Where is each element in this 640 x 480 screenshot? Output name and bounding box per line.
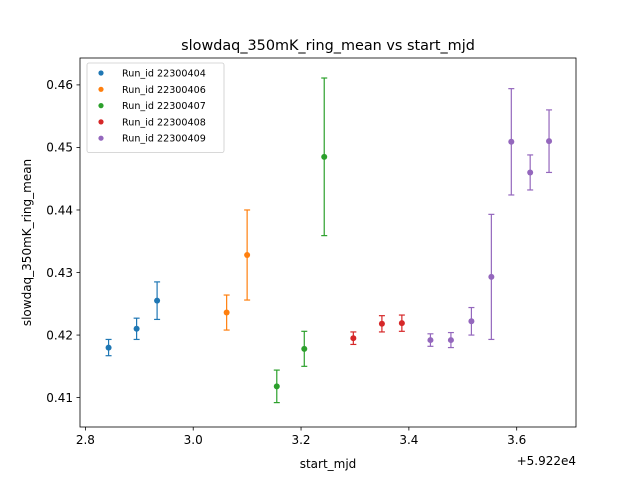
data-point bbox=[427, 333, 434, 347]
legend: Run_id 22300404 Run_id 22300406 Run_id 223… bbox=[86, 62, 225, 153]
marker bbox=[350, 335, 357, 342]
legend-label: Run_id 22300404 bbox=[122, 69, 206, 80]
data-marks bbox=[105, 77, 553, 404]
data-point bbox=[468, 306, 475, 336]
x-tick-label: 2.8 bbox=[76, 433, 95, 447]
legend-entry: Run_id 22300407 bbox=[98, 101, 206, 112]
data-point bbox=[154, 281, 161, 321]
x-axis: 2.8 3.0 3.2 3.4 3.6 bbox=[76, 427, 526, 447]
data-point bbox=[273, 369, 280, 404]
x-tick-label: 3.4 bbox=[399, 433, 418, 447]
y-tick-label: 0.46 bbox=[46, 78, 73, 92]
data-point bbox=[133, 317, 140, 341]
legend-label: Run_id 22300406 bbox=[122, 85, 206, 96]
marker bbox=[508, 138, 515, 145]
x-tick-label: 3.0 bbox=[184, 433, 203, 447]
data-point bbox=[488, 213, 495, 341]
y-tick-label: 0.45 bbox=[46, 141, 73, 155]
marker bbox=[223, 309, 230, 316]
x-tick-label: 3.2 bbox=[291, 433, 310, 447]
legend-marker bbox=[98, 135, 104, 141]
legend-entry: Run_id 22300408 bbox=[98, 117, 206, 128]
data-point bbox=[546, 109, 553, 174]
marker bbox=[321, 153, 328, 160]
plot-frame bbox=[79, 57, 577, 428]
y-tick-label: 0.43 bbox=[46, 266, 73, 280]
legend-entry: Run_id 22300406 bbox=[98, 85, 206, 96]
marker bbox=[468, 318, 475, 325]
marker bbox=[133, 325, 140, 332]
marker bbox=[154, 297, 161, 304]
marker bbox=[546, 138, 553, 145]
data-point bbox=[244, 209, 251, 301]
legend-label: Run_id 22300408 bbox=[122, 117, 206, 128]
marker bbox=[527, 169, 534, 176]
y-tick-label: 0.42 bbox=[46, 328, 73, 342]
legend-box bbox=[86, 62, 225, 153]
y-tick-label: 0.41 bbox=[46, 391, 73, 405]
marker bbox=[301, 345, 308, 352]
data-point bbox=[321, 77, 328, 237]
marker bbox=[398, 320, 405, 327]
marker bbox=[378, 320, 385, 327]
legend-entry: Run_id 22300404 bbox=[98, 69, 206, 80]
legend-marker bbox=[98, 103, 104, 109]
y-axis: 0.41 0.42 0.43 0.44 0.45 0.46 bbox=[46, 78, 80, 405]
x-axis-label: start_mjd bbox=[300, 457, 357, 471]
y-tick-label: 0.44 bbox=[46, 203, 73, 217]
marker bbox=[244, 252, 251, 259]
marker bbox=[488, 273, 495, 280]
data-point bbox=[527, 154, 534, 191]
data-point bbox=[398, 314, 405, 332]
data-point bbox=[301, 330, 308, 367]
data-point bbox=[350, 331, 357, 346]
x-axis-offset-label: +5.922e4 bbox=[517, 454, 576, 468]
legend-label: Run_id 22300407 bbox=[122, 101, 206, 112]
marker bbox=[447, 337, 454, 344]
data-point bbox=[378, 315, 385, 333]
data-point bbox=[508, 88, 515, 196]
x-tick-label: 3.6 bbox=[507, 433, 526, 447]
legend-label: Run_id 22300409 bbox=[122, 134, 206, 145]
chart-title: slowdaq_350mK_ring_mean vs start_mjd bbox=[181, 38, 475, 54]
legend-marker bbox=[98, 119, 104, 125]
data-point bbox=[223, 294, 230, 331]
y-axis-label: slowdaq_350mK_ring_mean bbox=[20, 159, 34, 326]
data-point bbox=[447, 331, 454, 349]
marker bbox=[273, 383, 280, 390]
marker bbox=[427, 337, 434, 344]
legend-marker bbox=[98, 70, 104, 76]
legend-entry: Run_id 22300409 bbox=[98, 134, 206, 145]
legend-marker bbox=[98, 86, 104, 92]
data-point bbox=[105, 338, 112, 357]
marker bbox=[105, 344, 112, 351]
